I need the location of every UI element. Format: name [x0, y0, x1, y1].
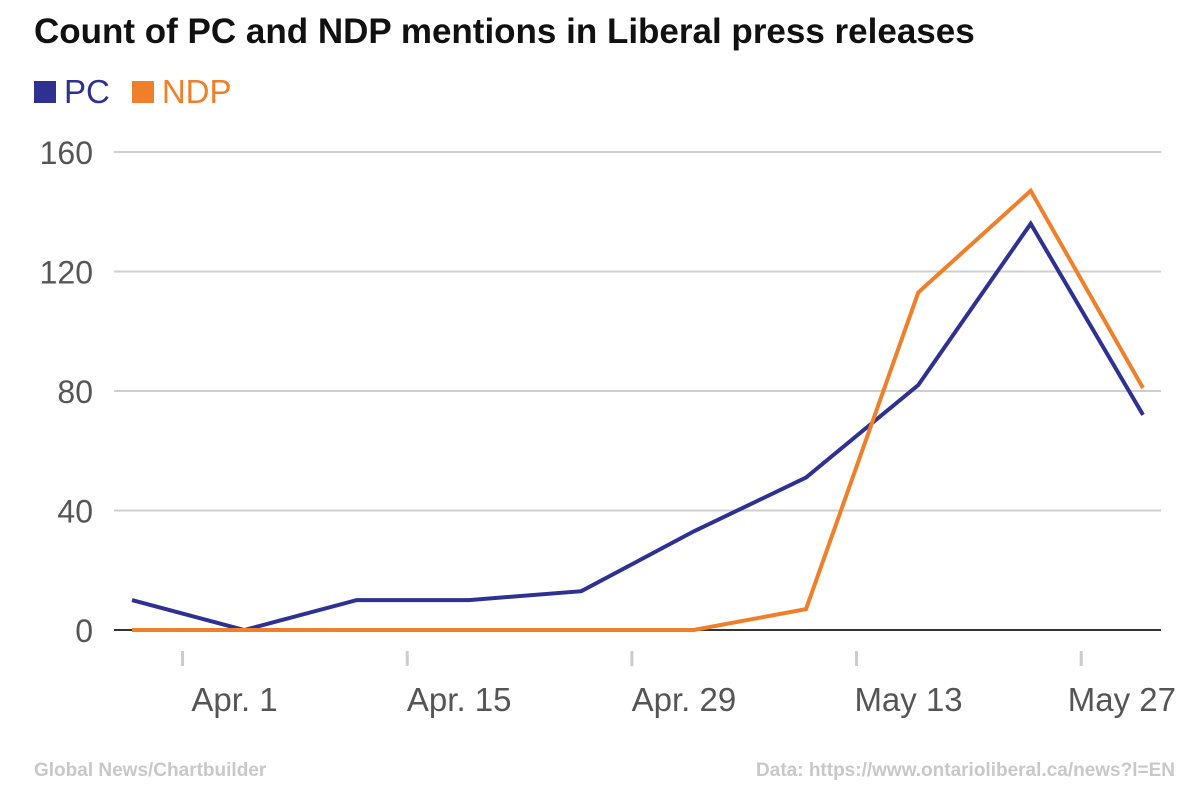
series-line-pc: [131, 219, 1145, 633]
chart-legend: PC NDP: [34, 74, 254, 110]
legend-label-ndp: NDP: [161, 73, 232, 110]
x-tick-label: Apr. 29: [632, 681, 737, 718]
footer-credit: Global News/Chartbuilder: [34, 760, 267, 781]
chart-title: Count of PC and NDP mentions in Liberal …: [34, 12, 975, 51]
y-tick-label: 0: [75, 613, 93, 649]
y-tick-label: 80: [57, 374, 93, 410]
legend-swatch-ndp: [131, 81, 154, 103]
legend-item-ndp: NDP: [131, 73, 232, 110]
legend-swatch-pc: [34, 81, 56, 103]
x-tick-label: May 27: [1068, 681, 1176, 718]
legend-label-pc: PC: [64, 73, 110, 110]
y-tick-label: 40: [57, 494, 93, 530]
x-tick-label: Apr. 15: [407, 681, 512, 718]
x-tick-label: Apr. 1: [191, 681, 277, 718]
y-tick-label: 120: [40, 255, 93, 291]
series-line-ndp: [132, 187, 1145, 632]
legend-item-pc: PC: [34, 74, 110, 110]
x-tick-label: May 13: [854, 681, 962, 718]
y-tick-label: 160: [40, 135, 93, 171]
footer-data-source: Data: https://www.ontarioliberal.ca/news…: [756, 760, 1175, 781]
